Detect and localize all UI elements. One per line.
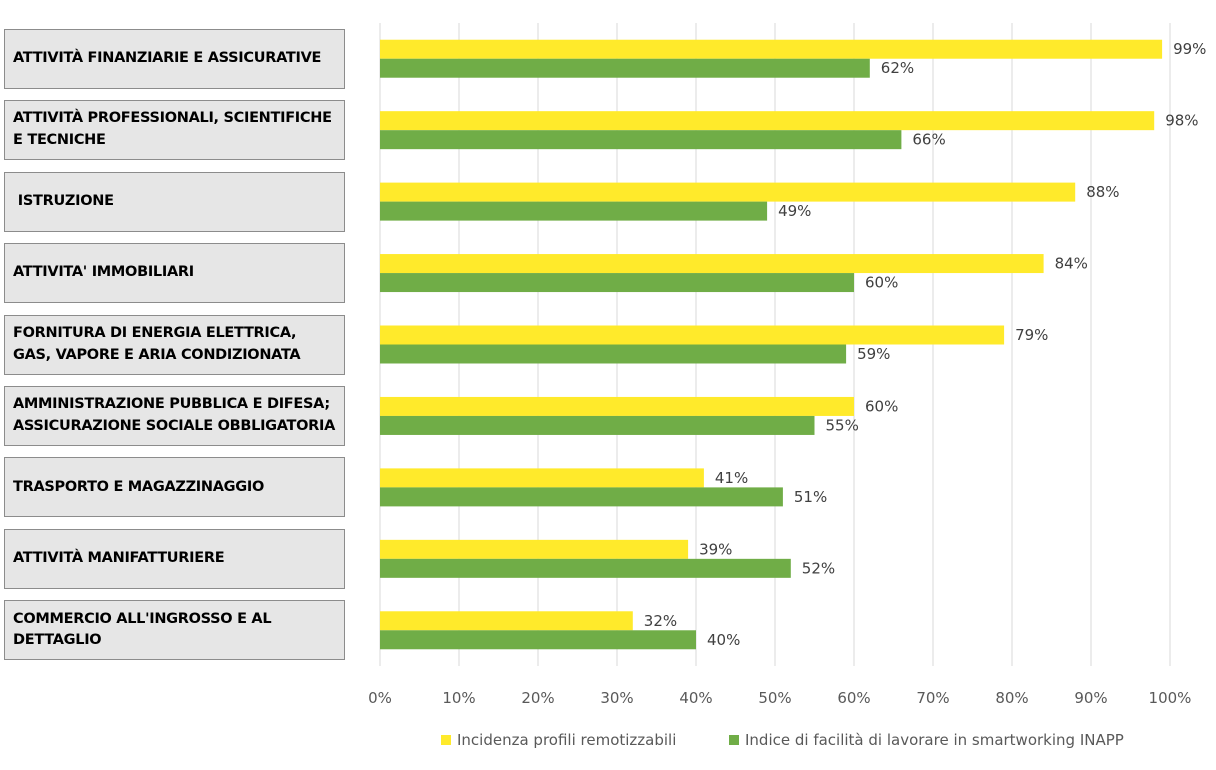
- data-label: 60%: [865, 274, 898, 292]
- bar-incidenza: [380, 611, 633, 631]
- bar-indice: [380, 415, 815, 435]
- bar-incidenza: [380, 325, 1005, 345]
- category-label: ATTIVITÀ MANIFATTURIERE: [13, 549, 225, 566]
- x-tick-label: 90%: [1074, 689, 1107, 707]
- legend-item-series-2: Indice di facilità di lavorare in smartw…: [729, 731, 1124, 749]
- legend-item-series-1: Incidenza profili remotizzabili: [441, 731, 676, 749]
- data-label: 98%: [1165, 112, 1198, 130]
- data-label: 66%: [912, 131, 945, 149]
- bar-indice: [380, 130, 902, 150]
- x-tick-label: 20%: [521, 689, 554, 707]
- data-label: 49%: [778, 202, 811, 220]
- x-tick-label: 30%: [600, 689, 633, 707]
- legend-label: Incidenza profili remotizzabili: [457, 731, 677, 749]
- bar-indice: [380, 273, 854, 293]
- bar-indice: [380, 558, 791, 578]
- bar-indice: [380, 630, 696, 650]
- category-label-box: ATTIVITÀ FINANZIARIE E ASSICURATIVE: [4, 28, 345, 89]
- data-label: 62%: [881, 59, 914, 77]
- bar-indice: [380, 487, 783, 507]
- bar-incidenza: [380, 468, 704, 488]
- data-label: 39%: [699, 540, 732, 558]
- x-tick-label: 80%: [995, 689, 1028, 707]
- data-label: 41%: [715, 469, 748, 487]
- category-label: TRASPORTO E MAGAZZINAGGIO: [13, 478, 264, 495]
- category-label-box: AMMINISTRAZIONE PUBBLICA E DIFESA; ASSIC…: [4, 385, 345, 446]
- bar-incidenza: [380, 539, 689, 559]
- category-label: ATTIVITA' IMMOBILIARI: [13, 264, 194, 281]
- legend-swatch-yellow: [441, 735, 451, 745]
- x-tick-label: 100%: [1149, 689, 1192, 707]
- bar-indice: [380, 58, 870, 78]
- data-label: 79%: [1015, 326, 1048, 344]
- bar-incidenza: [380, 111, 1155, 131]
- bar-incidenza: [380, 396, 854, 416]
- data-label: 52%: [802, 559, 835, 577]
- bar-indice: [380, 201, 768, 221]
- category-label-box: ATTIVITA' IMMOBILIARI: [4, 243, 345, 304]
- data-label: 55%: [826, 416, 859, 434]
- data-label: 88%: [1086, 183, 1119, 201]
- category-label: ISTRUZIONE: [13, 192, 114, 209]
- x-tick-label: 70%: [916, 689, 949, 707]
- category-label-box: ISTRUZIONE: [4, 171, 345, 232]
- bar-indice: [380, 344, 847, 364]
- legend-label: Indice di facilità di lavorare in smartw…: [745, 731, 1124, 749]
- category-label-box: TRASPORTO E MAGAZZINAGGIO: [4, 457, 345, 518]
- x-tick-label: 40%: [679, 689, 712, 707]
- category-label: ATTIVITÀ FINANZIARIE E ASSICURATIVE: [13, 49, 322, 66]
- x-tick-label: 60%: [837, 689, 870, 707]
- data-label: 99%: [1173, 40, 1206, 58]
- category-label-box: ATTIVITÀ MANIFATTURIERE: [4, 528, 345, 589]
- data-label: 51%: [794, 488, 827, 506]
- x-tick-label: 10%: [442, 689, 475, 707]
- category-label-box: COMMERCIO ALL'INGROSSO E AL DETTAGLIO: [4, 600, 345, 661]
- x-tick-label: 50%: [758, 689, 791, 707]
- data-label: 59%: [857, 345, 890, 363]
- category-label: COMMERCIO ALL'INGROSSO E AL DETTAGLIO: [13, 610, 277, 649]
- bar-incidenza: [380, 39, 1163, 59]
- legend-swatch-green: [729, 735, 739, 745]
- category-label: AMMINISTRAZIONE PUBBLICA E DIFESA; ASSIC…: [13, 396, 336, 434]
- category-label-box: FORNITURA DI ENERGIA ELETTRICA, GAS, VAP…: [4, 314, 345, 375]
- category-label-box: ATTIVITÀ PROFESSIONALI, SCIENTIFICHE E T…: [4, 100, 345, 161]
- bar-incidenza: [380, 182, 1076, 202]
- data-label: 40%: [707, 631, 740, 649]
- data-label: 84%: [1055, 255, 1088, 273]
- data-label: 32%: [644, 612, 677, 630]
- data-label: 60%: [865, 397, 898, 415]
- bar-incidenza: [380, 254, 1044, 274]
- category-label: ATTIVITÀ PROFESSIONALI, SCIENTIFICHE E T…: [13, 110, 337, 149]
- category-label: FORNITURA DI ENERGIA ELETTRICA, GAS, VAP…: [13, 324, 301, 363]
- x-tick-label: 0%: [368, 689, 392, 707]
